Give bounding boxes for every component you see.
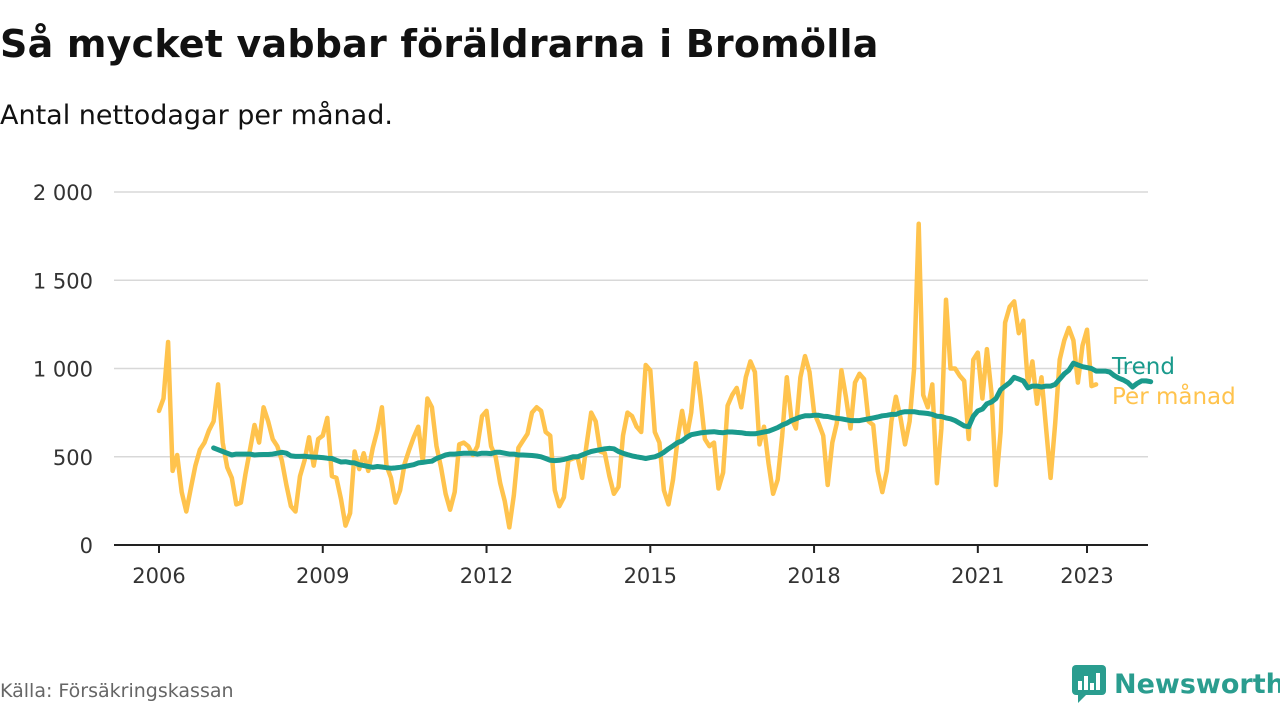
newsworthy-chart-icon bbox=[1072, 665, 1106, 703]
y-tick-label: 0 bbox=[80, 534, 93, 558]
y-tick-label: 2 000 bbox=[33, 181, 93, 205]
x-tick-label: 2012 bbox=[460, 564, 513, 588]
x-tick-label: 2015 bbox=[624, 564, 677, 588]
chart-title: Så mycket vabbar föräldrarna i Bromölla bbox=[0, 22, 879, 66]
chart-subtitle: Antal nettodagar per månad. bbox=[0, 100, 393, 131]
legend-per-manad: Per månad bbox=[1112, 382, 1236, 410]
y-axis-ticks: 0 500 1 000 1 500 2 000 bbox=[33, 181, 93, 558]
y-tick-label: 1 500 bbox=[33, 269, 93, 293]
x-tick-label: 2009 bbox=[296, 564, 349, 588]
y-tick-label: 500 bbox=[53, 446, 93, 470]
newsworthy-logo[interactable]: Newsworthy bbox=[1072, 665, 1280, 703]
x-tick-label: 2023 bbox=[1060, 564, 1113, 588]
series-line-trend bbox=[211, 360, 1154, 471]
y-tick-label: 1 000 bbox=[33, 358, 93, 382]
x-axis-ticks: 2006 2009 2012 2015 2018 2021 2023 bbox=[114, 544, 1148, 588]
x-tick-label: 2006 bbox=[132, 564, 185, 588]
x-tick-label: 2021 bbox=[951, 564, 1004, 588]
brand-name: Newsworthy bbox=[1114, 668, 1280, 700]
line-chart: 0 500 1 000 1 500 2 000 2006 2009 2012 2015 2018… bbox=[33, 181, 1236, 588]
series-lines bbox=[156, 221, 1154, 530]
series-line-per-manad bbox=[156, 221, 1099, 530]
legend-trend: Trend bbox=[1111, 354, 1175, 380]
source-note: Källa: Försäkringskassan bbox=[0, 680, 234, 702]
x-tick-label: 2018 bbox=[787, 564, 840, 588]
